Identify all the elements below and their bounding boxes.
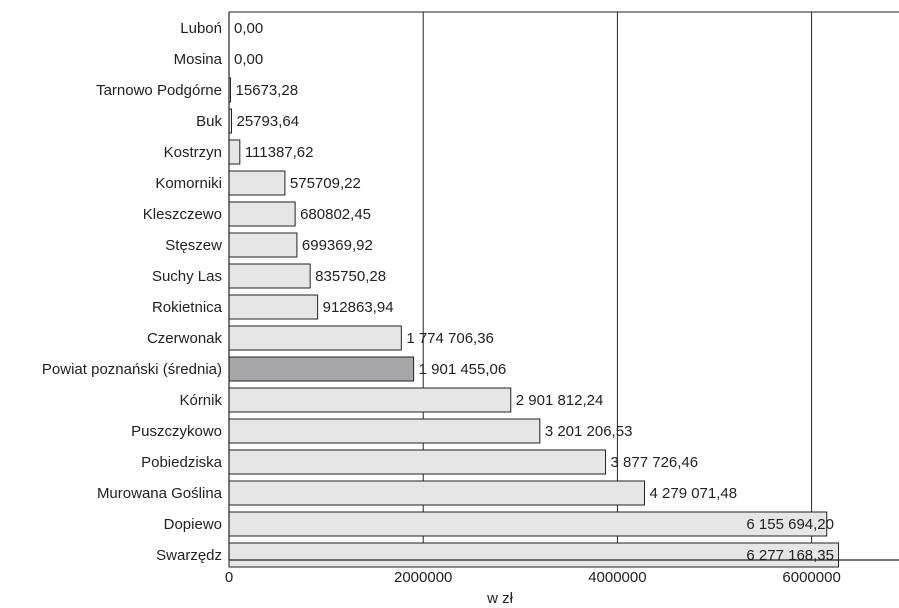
bar <box>228 387 512 413</box>
value-label: 912863,94 <box>323 299 394 316</box>
bar <box>228 263 311 289</box>
axes <box>228 11 899 561</box>
value-label: 0,00 <box>234 20 263 37</box>
value-label: 835750,28 <box>315 268 386 285</box>
category-label: Pobiedziska <box>141 454 223 471</box>
gridlines <box>422 12 813 560</box>
category-label: Czerwonak <box>147 330 223 347</box>
category-label: Rokietnica <box>152 299 223 316</box>
bar <box>228 294 319 320</box>
value-label: 3 201 206,53 <box>545 423 633 440</box>
bar <box>228 325 402 351</box>
category-label: Puszczykowo <box>131 423 222 440</box>
category-label: Kleszczewo <box>143 206 222 223</box>
x-tick-label: 2000000 <box>394 569 452 586</box>
value-label: 4 279 071,48 <box>650 485 738 502</box>
value-label: 3 877 726,46 <box>611 454 699 471</box>
value-label: 6 277 168,35 <box>746 547 834 564</box>
value-label: 2 901 812,24 <box>516 392 604 409</box>
value-label: 575709,22 <box>290 175 361 192</box>
value-label: 111387,62 <box>245 144 314 161</box>
category-label: Powiat poznański (średnia) <box>42 361 222 378</box>
category-label: Dopiewo <box>164 516 222 533</box>
category-label: Swarzędz <box>156 547 222 564</box>
value-label: 1 774 706,36 <box>406 330 494 347</box>
category-label: Mosina <box>174 51 223 68</box>
x-tick-label: 0 <box>225 569 233 586</box>
bar <box>228 480 646 506</box>
value-labels: 0,00 0,00 15673,28 25793,64 111387,62 575709,… <box>234 20 834 564</box>
bar <box>228 201 296 227</box>
bars <box>228 77 840 568</box>
category-label: Kórnik <box>179 392 222 409</box>
value-label: 6 155 694,20 <box>746 516 834 533</box>
value-label: 15673,28 <box>236 82 299 99</box>
value-label: 1 901 455,06 <box>419 361 507 378</box>
x-tick-label: 4000000 <box>588 569 646 586</box>
x-axis-title: w zł <box>486 590 514 607</box>
bar <box>228 511 828 537</box>
category-label: Murowana Goślina <box>97 485 223 502</box>
x-tick-labels: 0 2000000 4000000 6000000 <box>225 569 841 586</box>
bar <box>228 232 298 258</box>
bar <box>228 139 241 165</box>
category-label: Buk <box>196 113 222 130</box>
bar <box>228 356 415 382</box>
value-label: 25793,64 <box>237 113 300 130</box>
category-labels: Luboń Mosina Tarnowo Podgórne Buk Kostrzyn Ko… <box>42 20 223 564</box>
x-tick-label: 6000000 <box>782 569 840 586</box>
category-label: Tarnowo Podgórne <box>96 82 222 99</box>
category-label: Kostrzyn <box>164 144 222 161</box>
bar <box>228 542 840 568</box>
bar <box>228 449 607 475</box>
value-label: 699369,92 <box>302 237 373 254</box>
category-label: Komorniki <box>155 175 222 192</box>
value-label: 0,00 <box>234 51 263 68</box>
value-label: 680802,45 <box>300 206 371 223</box>
category-label: Luboń <box>180 20 222 37</box>
category-label: Suchy Las <box>152 268 222 285</box>
bar <box>228 418 541 444</box>
bar <box>228 170 286 196</box>
category-label: Stęszew <box>165 237 222 254</box>
